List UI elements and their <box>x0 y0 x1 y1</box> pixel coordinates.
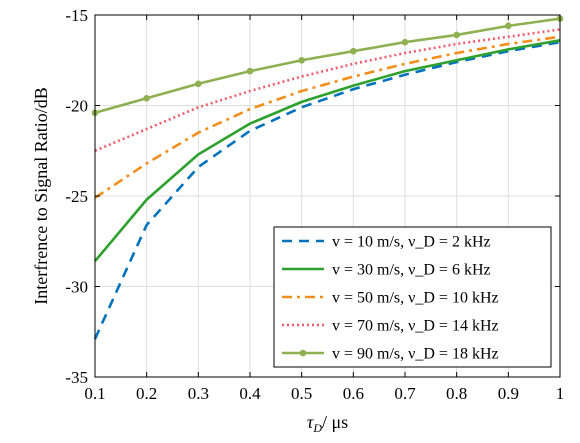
series-5-point <box>143 94 150 102</box>
legend-label-5: v = 90 m/s, ν_D = 18 kHz <box>332 346 499 363</box>
series-line-5 <box>94 17 561 114</box>
legend-label-1: v = 10 m/s, ν_D = 2 kHz <box>332 234 491 251</box>
series-5-point <box>453 31 460 39</box>
legend-marker <box>299 349 307 357</box>
y-axis-label: Interfrence to Signal Ratio/dB <box>31 87 51 304</box>
series-5-point <box>350 47 357 55</box>
legend-label-2: v = 30 m/s, ν_D = 6 kHz <box>332 262 491 279</box>
legend-label-4: v = 70 m/s, ν_D = 14 kHz <box>332 318 499 335</box>
y-tick-label: -30 <box>65 278 88 297</box>
series-line-4 <box>94 28 561 152</box>
y-tick-label: -25 <box>65 187 88 206</box>
x-tick-label: 0.3 <box>188 384 209 403</box>
series-5-point <box>505 22 512 30</box>
series-layer <box>91 15 564 340</box>
x-tick-label: 0.1 <box>84 384 105 403</box>
x-tick-label: 0.9 <box>498 384 519 403</box>
series-5-point <box>246 67 254 75</box>
y-tick-label: -35 <box>65 368 88 387</box>
series-line-3 <box>94 35 561 199</box>
x-tick-label: 0.2 <box>136 384 157 403</box>
legend: v = 10 m/s, ν_D = 2 kHz v = 30 m/s, ν_D =… <box>273 226 552 368</box>
y-tick-label: -20 <box>65 97 88 116</box>
x-tick-label: 0.7 <box>394 384 416 403</box>
x-tick-label: 0.5 <box>291 384 312 403</box>
x-tick-label: 0.4 <box>239 384 261 403</box>
series-5-point <box>298 56 305 64</box>
series-5-point <box>401 38 409 46</box>
legend-label-3: v = 50 m/s, ν_D = 10 kHz <box>332 290 499 307</box>
series-5-point <box>195 80 202 88</box>
x-tick-label: 0.8 <box>446 384 467 403</box>
x-axis-label: τD/ μs <box>307 412 348 435</box>
series-line-1 <box>93 40 561 340</box>
y-tick-label: -15 <box>65 6 88 25</box>
axis-ticks: 0.1 0.2 0.3 0.4 0.5 0.6 0.7 0.8 0.9 1 -35 -30 -25 -20… <box>65 6 564 403</box>
series-line-2 <box>94 39 561 262</box>
x-tick-label: 0.6 <box>343 384 364 403</box>
x-tick-label: 1 <box>556 384 565 403</box>
